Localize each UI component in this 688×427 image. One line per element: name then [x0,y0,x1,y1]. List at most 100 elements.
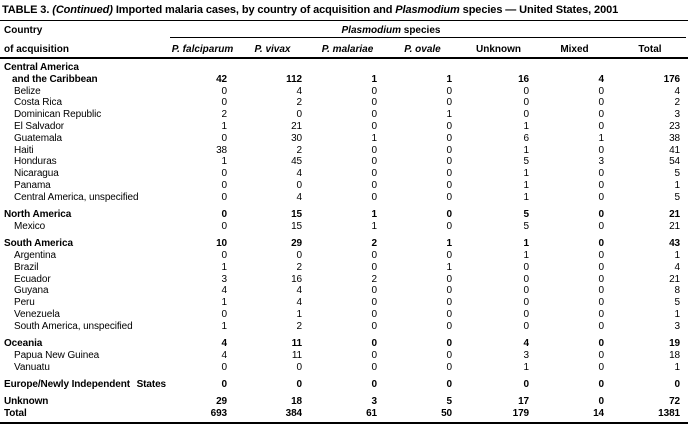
cell-unknown: 5 [523,156,530,168]
table-row: Venezuela 0 1 0 0 0 0 1 [0,309,688,321]
cell-total: 43 [669,238,680,250]
cell-p-malariae: 3 [371,396,378,408]
row-label: Argentina [14,249,56,261]
table-title: TABLE 3. (Continued) Imported malaria ca… [0,0,688,18]
country-header-line1: Country [4,25,43,36]
row-label: and the Caribbean [12,73,98,85]
cell-mixed: 3 [598,156,605,168]
cell-p-ovale: 0 [446,179,453,191]
table-row: South America, unspecified 1 2 0 0 0 0 3 [0,321,688,333]
row-label: Europe/Newly Independent States [0,379,170,391]
cell-p-vivax: 21 [291,120,302,132]
table-row: Honduras 1 45 0 0 5 3 54 [0,156,688,168]
table-number: TABLE 3. [2,4,50,16]
cell-p-ovale: 0 [446,168,453,180]
row-label: South America [4,238,73,250]
table-title-suffix: species — United States, 2001 [462,4,619,16]
cell-p-falciparum: 29 [216,396,227,408]
cell-p-falciparum: 0 [221,168,228,180]
cell-unknown: 1 [523,179,530,191]
row-label-part: Europe/Newly Independent [4,378,130,390]
cell-mixed: 0 [598,285,605,297]
cell-p-falciparum: 3 [221,273,228,285]
table-row: Guyana 4 4 0 0 0 0 8 [0,285,688,297]
cell-total: 5 [674,297,681,309]
cell-p-falciparum: 0 [221,191,228,203]
table-row: North America 0 15 1 0 5 0 21 [0,209,688,221]
table-body: Central America and the Caribbean 42 112 1 1 1… [0,59,688,420]
cell-total: 5 [674,191,681,203]
cell-p-ovale: 0 [446,285,453,297]
cell-p-ovale: 5 [446,396,453,408]
cell-mixed: 0 [598,120,605,132]
table-row: South America 10 29 2 1 1 0 43 [0,238,688,250]
cell-p-malariae: 0 [371,109,378,121]
cell-total: 23 [669,120,680,132]
cell-p-malariae: 0 [371,120,378,132]
cell-p-falciparum: 1 [221,261,228,273]
species-word-italic: Plasmodium [395,4,460,16]
cell-mixed: 0 [598,220,605,232]
cell-p-vivax: 11 [291,338,302,350]
cell-p-ovale: 0 [446,144,453,156]
cell-total: 54 [669,156,680,168]
cell-unknown: 1 [523,168,530,180]
cell-p-malariae: 2 [371,238,378,250]
spanner-italic-word: Plasmodium [341,25,401,36]
table-row: Panama 0 0 0 0 1 0 1 [0,180,688,192]
cell-p-falciparum: 10 [216,238,227,250]
cell-p-falciparum: 0 [221,378,228,390]
cell-p-malariae: 0 [371,378,378,390]
cell-unknown: 0 [523,285,530,297]
table-row: Oceania 4 11 0 0 4 0 19 [0,338,688,350]
cell-p-vivax: 45 [291,156,302,168]
cell-p-malariae: 1 [371,73,378,85]
cell-p-vivax: 2 [296,144,303,156]
cell-mixed: 0 [598,209,605,221]
cell-p-vivax: 112 [286,73,302,85]
cell-total: 21 [669,209,680,221]
cell-total: 18 [669,349,680,361]
cell-p-malariae: 2 [371,273,378,285]
cell-mixed: 0 [598,97,605,109]
cell-unknown: 0 [523,308,530,320]
cell-p-malariae: 0 [371,168,378,180]
cell-p-vivax: 16 [291,273,302,285]
cell-unknown: 0 [523,320,530,332]
cell-mixed: 0 [598,144,605,156]
column-header-p-falciparum: P. falciparum [171,44,234,55]
cell-p-falciparum: 1 [221,120,228,132]
cell-unknown: 5 [523,220,530,232]
table-row: Ecuador 3 16 2 0 0 0 21 [0,274,688,286]
cell-total: 8 [674,285,681,297]
row-label: Vanuatu [14,361,50,373]
header-bottom-rule [0,57,688,59]
cell-p-vivax: 384 [285,408,302,420]
cell-unknown: 179 [512,408,529,420]
cell-unknown: 0 [523,273,530,285]
cell-mixed: 0 [598,168,605,180]
cell-unknown: 1 [523,191,530,203]
cell-unknown: 0 [523,97,530,109]
table-row: Brazil 1 2 0 1 0 0 4 [0,262,688,274]
row-label: North America [4,209,72,221]
table-row: Total 693 384 61 50 179 14 1381 [0,408,688,420]
column-header-total: Total [638,44,662,55]
cell-p-ovale: 1 [446,261,453,273]
table-bottom-rule [0,421,688,424]
cell-total: 21 [669,273,680,285]
cell-p-falciparum: 38 [216,144,227,156]
table-row: Nicaragua 0 4 0 0 1 0 5 [0,168,688,180]
column-header-mixed: Mixed [560,44,589,55]
row-label: South America, unspecified [14,320,133,332]
cell-p-vivax: 29 [291,238,302,250]
spanner-rest-word: species [403,25,441,36]
cell-mixed: 0 [598,238,605,250]
cell-p-falciparum: 0 [221,361,228,373]
cell-p-malariae: 0 [371,144,378,156]
cell-mixed: 1 [598,132,605,144]
row-label: Ecuador [14,273,51,285]
cell-p-vivax: 2 [296,261,303,273]
cell-unknown: 5 [523,209,530,221]
